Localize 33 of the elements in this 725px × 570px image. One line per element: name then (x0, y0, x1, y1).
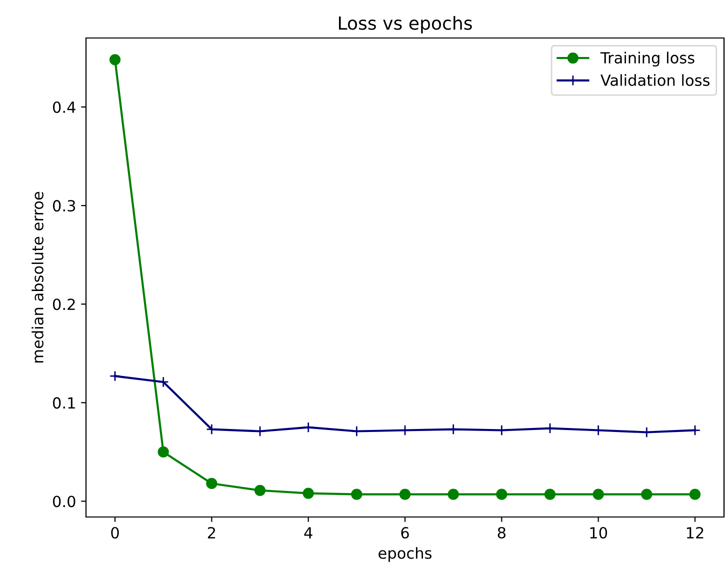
point (544, 488, 556, 500)
point (158, 446, 169, 458)
y-tick-label: 0.1 (52, 397, 75, 409)
point (302, 422, 314, 433)
x-axis-title: epochs (378, 547, 432, 562)
y-tick-label: 0.0 (52, 496, 76, 508)
point (496, 488, 508, 500)
point (448, 488, 459, 500)
point (641, 488, 652, 500)
chart-title: Loss vs epochs (338, 16, 472, 34)
point (351, 488, 362, 500)
point (302, 488, 314, 499)
point (109, 54, 121, 66)
y-tick-label: 0.3 (52, 200, 76, 212)
x-tick-label: 10 (590, 526, 608, 539)
legend-label: Validation loss (600, 74, 710, 86)
y-tick-label: 0.2 (52, 298, 75, 310)
point (254, 484, 266, 496)
point (592, 488, 604, 500)
point (689, 488, 701, 500)
point (109, 370, 121, 382)
point (206, 478, 218, 490)
x-tick-label: 8 (498, 526, 506, 539)
x-tick-label: 12 (686, 526, 704, 538)
y-axis-title: median absolute erroe (32, 192, 44, 362)
point (158, 376, 169, 388)
x-tick-label: 4 (304, 527, 312, 538)
x-tick-label: 2 (208, 526, 215, 538)
legend-label: Training loss (600, 52, 694, 67)
point (399, 488, 411, 500)
y-tick-label: 0.4 (52, 101, 76, 114)
x-tick-label: 6 (401, 526, 409, 539)
x-tick-label: 0 (111, 526, 119, 539)
